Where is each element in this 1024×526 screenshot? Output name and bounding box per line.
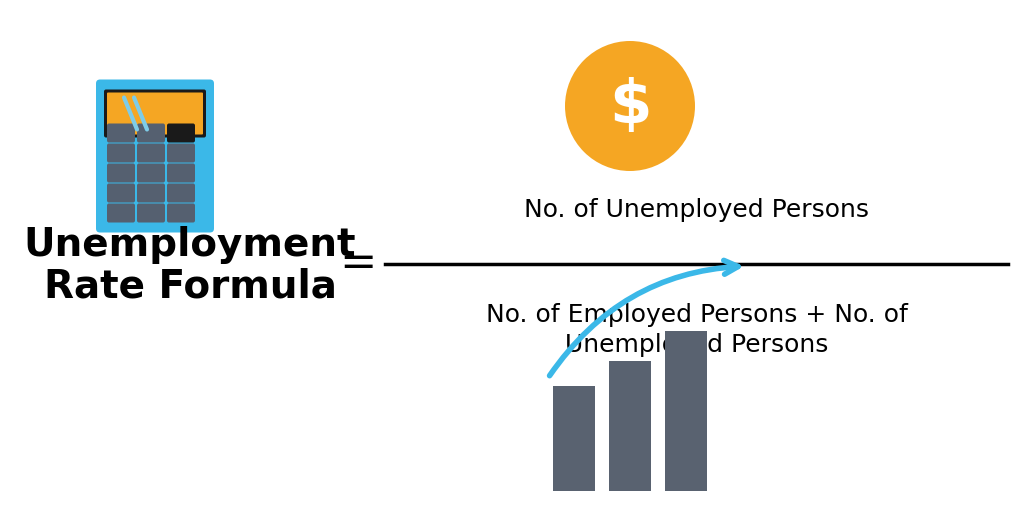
FancyBboxPatch shape bbox=[106, 93, 203, 135]
Ellipse shape bbox=[565, 41, 695, 171]
FancyBboxPatch shape bbox=[106, 184, 135, 203]
FancyBboxPatch shape bbox=[137, 144, 165, 163]
FancyBboxPatch shape bbox=[167, 124, 195, 143]
Bar bbox=[609, 361, 651, 491]
FancyBboxPatch shape bbox=[137, 124, 165, 143]
FancyBboxPatch shape bbox=[167, 164, 195, 183]
Bar bbox=[553, 386, 595, 491]
FancyBboxPatch shape bbox=[167, 144, 195, 163]
FancyBboxPatch shape bbox=[106, 164, 135, 183]
FancyBboxPatch shape bbox=[167, 204, 195, 222]
FancyBboxPatch shape bbox=[106, 124, 135, 143]
FancyBboxPatch shape bbox=[137, 184, 165, 203]
Text: Unemployment
Rate Formula: Unemployment Rate Formula bbox=[24, 227, 356, 306]
FancyBboxPatch shape bbox=[106, 144, 135, 163]
Bar bbox=[665, 331, 707, 491]
FancyBboxPatch shape bbox=[96, 79, 214, 232]
FancyBboxPatch shape bbox=[104, 89, 206, 137]
Text: No. of Unemployed Persons: No. of Unemployed Persons bbox=[524, 198, 869, 222]
FancyBboxPatch shape bbox=[137, 164, 165, 183]
FancyBboxPatch shape bbox=[137, 204, 165, 222]
Text: $: $ bbox=[608, 76, 651, 136]
FancyBboxPatch shape bbox=[106, 204, 135, 222]
FancyBboxPatch shape bbox=[167, 184, 195, 203]
Text: No. of Employed Persons + No. of
Unemployed Persons: No. of Employed Persons + No. of Unemplo… bbox=[485, 303, 907, 357]
Text: =: = bbox=[339, 242, 377, 286]
